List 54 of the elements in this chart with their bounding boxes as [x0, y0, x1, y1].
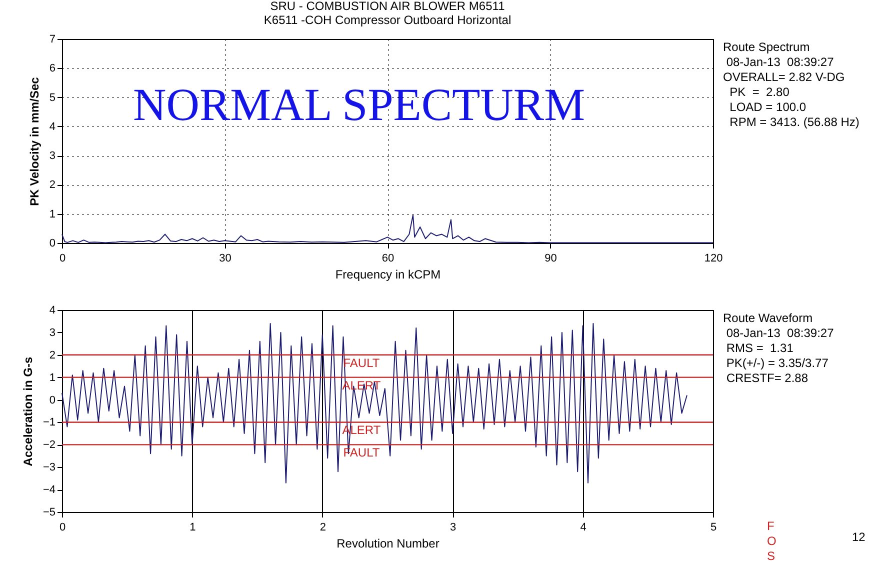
- y-tick-label: 0: [49, 394, 56, 406]
- y-tick-label: 6: [49, 62, 56, 75]
- y-axis-title: PK Velocity in mm/Sec: [27, 76, 42, 206]
- y-tick-label: 1: [49, 208, 56, 220]
- text: 08-Jan-13 08:39:27: [725, 55, 834, 70]
- ref-line-label: FAULT: [343, 446, 380, 460]
- y-tick-label: −2: [42, 439, 56, 452]
- chart-title: SRU - COMBUSTION AIR BLOWER M6511: [270, 0, 506, 13]
- y-tick-label: 7: [49, 34, 56, 46]
- text: LOAD = 100.0: [728, 100, 806, 115]
- y-tick-label: 2: [49, 179, 56, 192]
- x-tick-label: 90: [544, 252, 557, 264]
- y-tick-label: 0: [49, 238, 56, 250]
- x-tick-label: 60: [382, 252, 394, 264]
- y-tick-label: 4: [49, 120, 56, 133]
- x-tick-label: 4: [580, 522, 586, 534]
- x-tick-label: 1: [190, 522, 196, 534]
- text: Route Spectrum: [723, 40, 810, 55]
- text: F: [767, 519, 774, 533]
- y-tick-label: −4: [42, 484, 56, 496]
- x-axis-title: Revolution Number: [336, 536, 440, 550]
- text: 08-Jan-13 08:39:27: [725, 326, 834, 341]
- y-tick-label: 1: [49, 372, 56, 384]
- y-tick-label: −3: [42, 462, 56, 474]
- line-series: [62, 322, 688, 484]
- text: PK = 2.80: [728, 85, 790, 100]
- x-tick-label: 3: [450, 522, 456, 534]
- x-tick-label: 120: [704, 252, 723, 264]
- text: S: [767, 549, 776, 563]
- text: RPM = 3413. (56.88 Hz): [728, 115, 860, 130]
- x-axis-title: Frequency in kCPM: [335, 268, 441, 282]
- x-tick-label: 5: [710, 522, 717, 534]
- text: OVERALL= 2.82 V-DG: [723, 70, 845, 85]
- text: RMS = 1.31: [725, 341, 794, 356]
- text: 12: [852, 530, 866, 544]
- y-tick-label: 2: [49, 349, 56, 362]
- x-tick-label: 2: [320, 522, 326, 534]
- y-tick-label: −1: [42, 416, 56, 429]
- chart-subtitle: K6511 -COH Compressor Outboard Horizontal: [264, 13, 512, 27]
- text: O: [767, 534, 776, 548]
- text: PK(+/-) = 3.35/3.77: [725, 356, 828, 371]
- y-tick-label: 3: [49, 150, 56, 162]
- x-tick-label: 0: [59, 252, 66, 264]
- x-tick-label: 0: [59, 522, 66, 534]
- y-tick-label: 5: [49, 92, 56, 104]
- y-tick-label: 4: [49, 304, 56, 316]
- y-tick-label: 3: [49, 326, 56, 339]
- text: CRESTF= 2.88: [725, 371, 808, 386]
- y-axis-title: Acceleration in G-s: [20, 356, 35, 466]
- text: Route Waveform: [723, 311, 813, 326]
- x-tick-label: 30: [219, 252, 232, 264]
- line-series: [62, 214, 714, 244]
- annotation: NORMAL SPECTURM: [133, 78, 585, 131]
- y-tick-label: −5: [42, 506, 56, 518]
